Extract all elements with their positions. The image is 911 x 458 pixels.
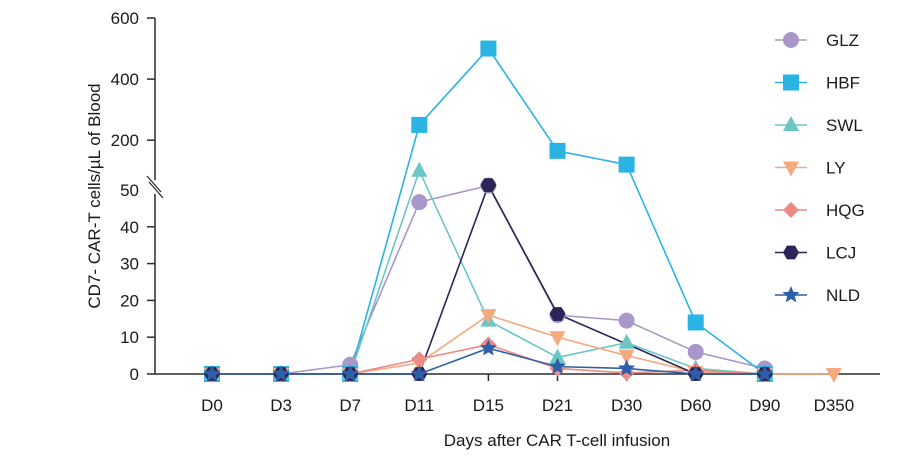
data-point-nld <box>479 339 497 356</box>
x-tick-label: D350 <box>814 396 855 415</box>
legend-marker <box>783 32 799 48</box>
legend-marker <box>783 202 799 218</box>
axis-break-mark <box>148 181 164 199</box>
y-tick-label: 30 <box>120 255 139 274</box>
data-point-hbf <box>549 142 566 159</box>
legend-label: LCJ <box>826 244 856 263</box>
legend-label: LY <box>826 159 846 178</box>
y-tick-label: 10 <box>120 328 139 347</box>
x-axis-title: Days after CAR T-cell infusion <box>444 431 670 450</box>
legend-label: NLD <box>826 286 860 305</box>
x-tick-label: D21 <box>542 396 573 415</box>
y-tick-label: 40 <box>120 218 139 237</box>
x-tick-label: D0 <box>201 396 223 415</box>
data-point-glz <box>411 194 428 211</box>
legend-marker <box>783 161 799 177</box>
legend-marker <box>783 245 799 260</box>
data-point-nld <box>687 365 705 382</box>
y-tick-label: 400 <box>111 70 139 89</box>
data-point-nld <box>548 357 567 374</box>
data-point-nld <box>341 365 359 382</box>
data-point-lcj <box>549 307 566 321</box>
x-tick-label: D60 <box>680 396 711 415</box>
y-tick-label: 600 <box>111 9 139 28</box>
series-markers <box>203 40 842 383</box>
data-point-nld <box>410 365 428 382</box>
axis-break-mark <box>146 175 162 193</box>
x-tick-label: D15 <box>473 396 504 415</box>
data-point-swl <box>549 348 566 364</box>
data-point-hbf <box>480 40 497 57</box>
data-point-glz <box>687 343 704 360</box>
legend-label: HBF <box>826 74 860 93</box>
series-lines <box>212 47 834 375</box>
legend-marker <box>782 286 800 303</box>
legend-item-swl: SWL <box>775 116 863 135</box>
x-tick-label: D90 <box>749 396 780 415</box>
data-point-nld <box>272 365 290 382</box>
y-tick-label: 20 <box>120 291 139 310</box>
axes: 0 10 20 30 40 50 200 400 600 D0 D3 D7 D11 D15 D21 D30 D6… <box>111 9 880 415</box>
data-point-nld <box>618 359 636 376</box>
data-point-glz <box>618 312 635 329</box>
legend-label: GLZ <box>826 31 859 50</box>
y-tick-label: 0 <box>130 365 139 384</box>
data-point-ly <box>618 349 635 365</box>
series-line-ly <box>212 314 834 375</box>
x-tick-label: D7 <box>339 396 361 415</box>
data-point-swl <box>618 333 635 349</box>
y-tick-label: 50 <box>120 181 139 200</box>
legend-item-hqg: HQG <box>775 201 865 220</box>
legend-item-ly: LY <box>775 159 846 178</box>
x-tick-label: D11 <box>404 396 434 415</box>
data-point-hbf <box>411 116 428 133</box>
legend-label: SWL <box>826 116 863 135</box>
y-tick-label: 200 <box>111 131 139 150</box>
legend-label: HQG <box>826 201 865 220</box>
legend-marker <box>783 74 799 91</box>
legend-item-glz: GLZ <box>775 31 859 50</box>
legend-item-lcj: LCJ <box>775 244 856 263</box>
legend-item-nld: NLD <box>775 286 860 305</box>
x-tick-label: D30 <box>611 396 642 415</box>
data-point-hbf <box>618 156 635 173</box>
data-point-nld <box>203 365 221 382</box>
y-axis-title: CD7- CAR-T cells/µL of Blood <box>85 83 104 308</box>
legend-item-hbf: HBF <box>775 74 860 93</box>
legend-marker <box>783 116 799 131</box>
data-point-swl <box>411 161 428 177</box>
data-point-ly <box>480 309 497 325</box>
data-point-ly <box>549 331 566 347</box>
data-point-lcj <box>480 178 497 193</box>
data-point-nld <box>756 365 774 382</box>
data-point-ly <box>825 368 842 383</box>
data-point-hqg <box>411 351 428 368</box>
x-tick-label: D3 <box>270 396 292 415</box>
data-point-hbf <box>687 314 704 331</box>
legend: GLZ HBF SWL LY HQG LCJ NLD <box>775 31 865 305</box>
